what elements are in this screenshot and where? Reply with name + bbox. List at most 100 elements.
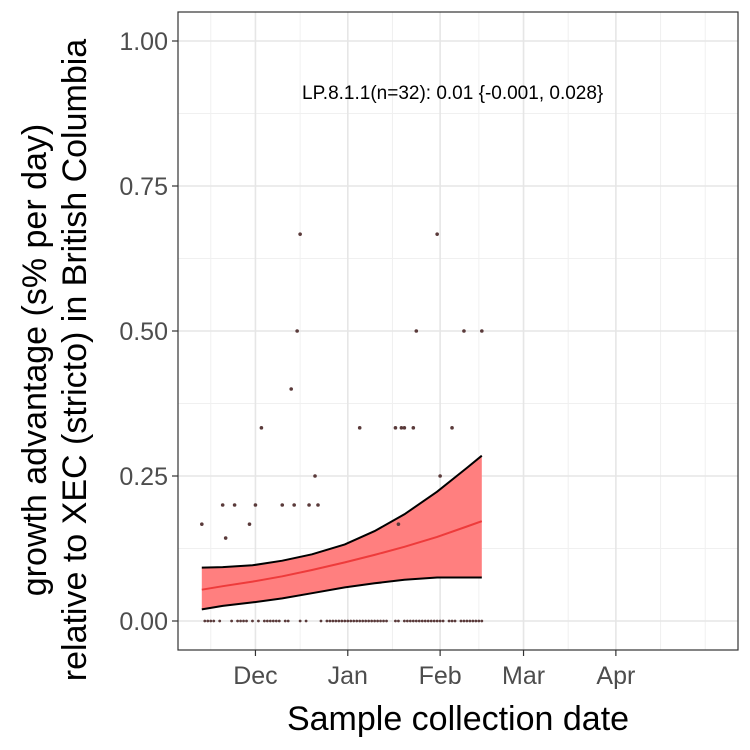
data-point-zero	[343, 619, 347, 623]
data-point-zero	[242, 619, 245, 623]
data-point-zero	[438, 619, 442, 623]
data-point-zero	[319, 619, 323, 623]
data-point-zero	[453, 619, 457, 623]
y-axis-title-line-2: relative to XEC (stricto) in British Col…	[56, 39, 94, 682]
lower-bound-line	[201, 576, 482, 611]
data-point-zero	[277, 619, 281, 623]
data-point-zero	[465, 619, 469, 623]
data-point-zero	[283, 619, 287, 623]
data-point	[399, 426, 404, 430]
data-point-zero	[355, 619, 359, 623]
data-point	[200, 522, 204, 526]
data-point-zero	[402, 619, 406, 623]
data-point-zero	[379, 619, 382, 623]
data-point-zero	[414, 619, 418, 623]
data-point-zero	[462, 619, 466, 623]
data-point-zero	[471, 619, 475, 623]
data-point	[313, 474, 317, 478]
x-tick-label: Dec	[233, 662, 277, 690]
data-point	[295, 329, 299, 333]
data-point-zero	[352, 619, 356, 623]
upper-bound-line	[201, 454, 483, 569]
data-point	[232, 503, 237, 507]
data-point-zero	[420, 619, 424, 623]
data-point	[298, 232, 302, 236]
data-point-zero	[477, 619, 481, 623]
y-tick-label: 0.75	[119, 173, 168, 201]
data-point-zero	[459, 619, 463, 623]
data-point-zero	[337, 619, 341, 623]
data-point-zero	[385, 619, 388, 623]
data-point-zero	[206, 619, 210, 623]
axes-layer: 0.00 0.25 0.50 0.75 1.00 Dec Jan Feb Mar Apr	[119, 11, 739, 690]
data-point-zero	[268, 619, 272, 623]
data-point-zero	[367, 619, 371, 623]
y-tick-label: 0.25	[119, 463, 168, 491]
data-point-zero	[474, 619, 478, 623]
confidence-band-layer	[201, 454, 483, 611]
data-point	[307, 503, 311, 507]
y-tick-label: 1.00	[119, 28, 168, 56]
data-point-zero	[423, 619, 427, 623]
x-tick-label: Apr	[596, 662, 635, 690]
data-point-zero	[331, 619, 335, 623]
data-point-zero	[441, 619, 445, 623]
data-point-zero	[298, 619, 302, 623]
data-point	[316, 503, 320, 507]
data-point-zero	[230, 619, 234, 623]
data-point	[247, 522, 252, 526]
y-tick-label: 0.00	[119, 608, 168, 636]
data-point-zero	[274, 619, 278, 623]
data-point	[393, 426, 398, 430]
data-point-zero	[405, 619, 409, 623]
data-point-zero	[245, 619, 248, 623]
data-point-zero	[286, 619, 290, 623]
data-point-zero	[262, 619, 266, 623]
data-point-zero	[480, 619, 484, 623]
data-point-zero	[358, 619, 362, 623]
x-tick-label: Feb	[419, 662, 462, 690]
data-point-zero	[411, 619, 415, 623]
x-tick-label: Jan	[328, 662, 368, 690]
data-point	[289, 387, 293, 391]
data-point-zero	[340, 619, 344, 623]
data-point-zero	[349, 619, 353, 623]
data-point	[435, 232, 439, 236]
data-point	[438, 474, 442, 478]
data-points-layer	[200, 232, 484, 623]
data-point-zero	[435, 619, 439, 623]
data-point-zero	[450, 619, 454, 623]
data-point-zero	[468, 619, 472, 623]
data-point-zero	[432, 619, 436, 623]
data-point	[292, 503, 296, 507]
data-point-zero	[239, 619, 242, 623]
data-point-zero	[429, 619, 433, 623]
data-point	[450, 426, 454, 430]
data-point-zero	[346, 619, 350, 623]
data-point	[220, 503, 225, 507]
data-point	[411, 426, 416, 430]
data-point	[223, 536, 228, 540]
data-point	[259, 426, 264, 430]
data-point	[396, 522, 401, 526]
fit-line	[201, 520, 483, 591]
data-point-zero	[376, 619, 379, 623]
data-point-zero	[361, 619, 365, 623]
data-point	[280, 503, 285, 507]
data-point	[414, 329, 419, 333]
data-point	[462, 329, 466, 333]
data-point-zero	[251, 619, 254, 623]
data-point-zero	[397, 619, 400, 623]
data-point-zero	[394, 619, 397, 623]
y-tick-label: 0.50	[119, 318, 168, 346]
data-point-zero	[426, 619, 430, 623]
data-point-zero	[417, 619, 421, 623]
data-point-zero	[447, 619, 451, 623]
data-point-zero	[203, 619, 207, 623]
data-point	[357, 426, 362, 430]
data-point-zero	[334, 619, 338, 623]
x-tick-label: Mar	[502, 662, 545, 690]
data-point-zero	[265, 619, 269, 623]
data-point-zero	[218, 619, 222, 623]
